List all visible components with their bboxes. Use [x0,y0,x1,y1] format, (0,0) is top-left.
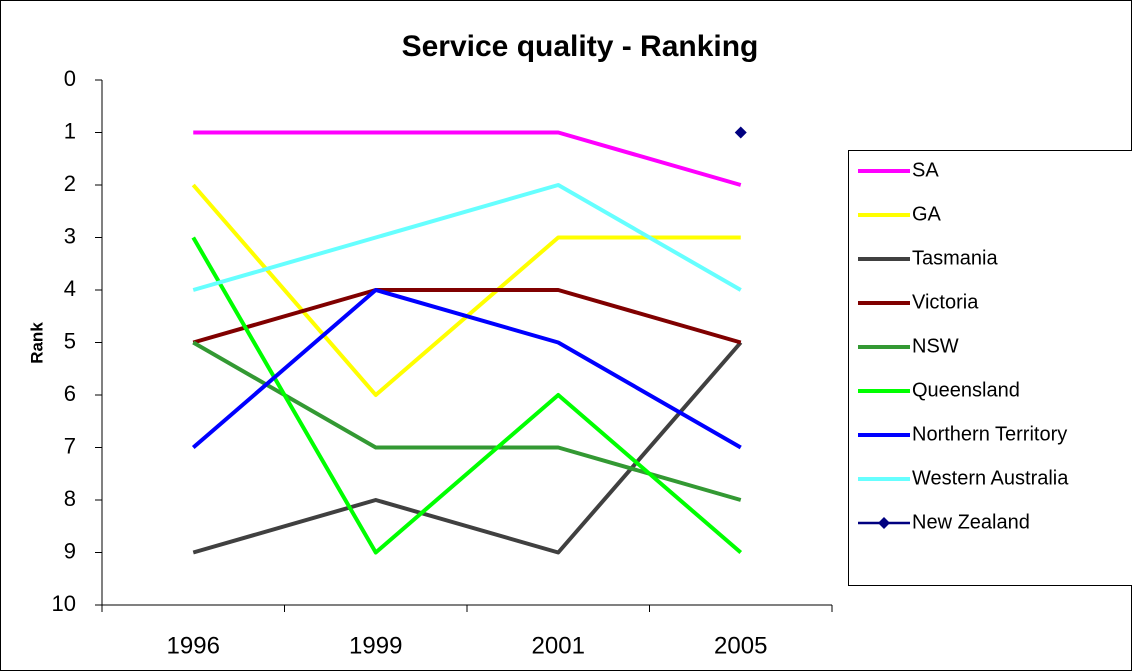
y-tick-label: 1 [64,118,76,143]
y-tick-label: 9 [64,538,76,563]
series-line [191,288,742,450]
legend-label: SA [912,159,939,181]
y-tick-label: 8 [64,486,76,511]
legend-label: Victoria [912,291,979,313]
y-tick-label: 3 [64,223,76,248]
legend-label: Queensland [912,379,1020,401]
series-line [193,130,742,187]
y-tick-label: 4 [64,276,76,301]
legend-label: Western Australia [912,467,1069,489]
x-tick-label: 2005 [714,632,767,659]
series-line [192,288,742,345]
series-line [191,236,743,555]
legend-label: Northern Territory [912,423,1067,445]
point-marker [734,126,747,139]
y-tick-label: 6 [64,381,76,406]
y-tick-label: 10 [52,591,76,616]
y-tick-label: 2 [64,171,76,196]
legend-marker [878,517,890,529]
legend-label: Tasmania [912,247,998,269]
chart-title: Service quality - Ranking [402,30,759,63]
series-line [192,341,743,555]
legend-label: NSW [912,335,959,357]
legend-box [848,150,1132,586]
legend-label: GA [912,203,942,225]
y-tick-label: 5 [64,328,76,353]
y-tick-label: 7 [64,433,76,458]
x-tick-label: 1999 [349,632,402,659]
y-axis-label: Rank [27,322,46,364]
x-tick-label: 1996 [167,632,220,659]
legend-label: New Zealand [912,511,1030,533]
y-tick-label: 0 [64,66,76,91]
x-tick-label: 2001 [532,632,585,659]
series-line [192,183,742,292]
